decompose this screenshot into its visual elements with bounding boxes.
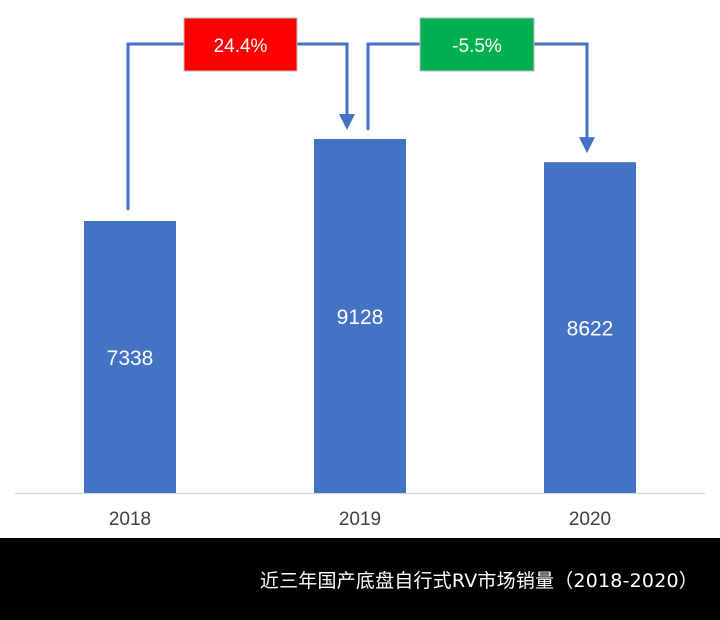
x-tick-label: 2020	[569, 509, 611, 530]
change-connectors: 24.4% -5.5%	[126, 17, 595, 210]
bars-group: 7338 9128 8622	[84, 139, 636, 494]
chart-caption: 近三年国产底盘自行式RV市场销量（2018-2020）	[259, 570, 698, 592]
arrow-down-icon	[579, 137, 595, 154]
x-axis-tick-labels: 2018 2019 2020	[109, 509, 611, 530]
x-tick-label: 2019	[339, 509, 381, 530]
bar-value-label: 7338	[107, 347, 154, 370]
bar-2019	[314, 139, 406, 493]
percent-change-box	[419, 17, 535, 72]
bar-value-label: 8622	[567, 318, 614, 341]
percent-change-label: -5.5%	[452, 36, 502, 57]
percent-change-label: 24.4%	[214, 36, 268, 57]
bar-chart: 7338 9128 8622 24.4% -5.5% 2018 2019 2020	[15, 17, 705, 530]
bar-2018	[84, 221, 176, 493]
caption-bar: 近三年国产底盘自行式RV市场销量（2018-2020）	[0, 538, 720, 620]
bar-value-label: 9128	[337, 306, 384, 329]
change-annotation-2019-2020: -5.5%	[366, 17, 595, 154]
percent-change-box	[183, 17, 298, 72]
x-tick-label: 2018	[109, 509, 151, 530]
change-annotation-2018-2019: 24.4%	[126, 17, 355, 210]
arrow-down-icon	[339, 114, 355, 130]
bar-2020	[544, 162, 636, 494]
